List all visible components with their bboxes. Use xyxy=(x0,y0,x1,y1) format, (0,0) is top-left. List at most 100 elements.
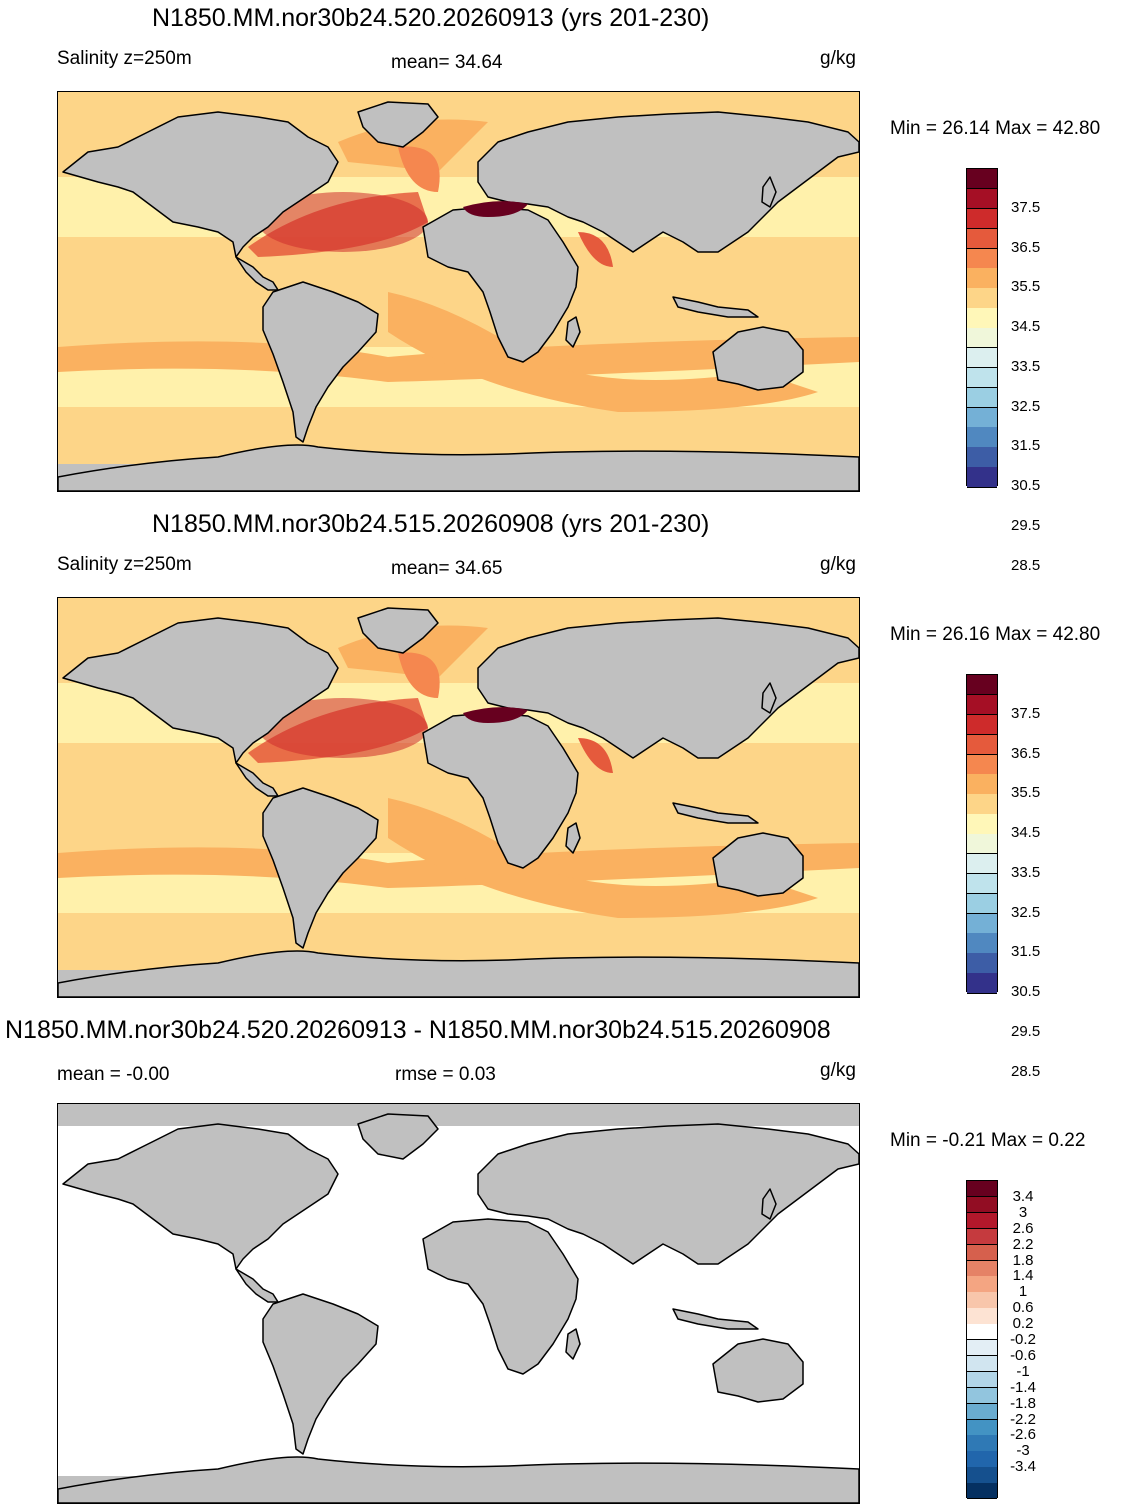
colorbar-swatch xyxy=(967,834,997,855)
colorbar-tick-label: 31.5 xyxy=(1011,943,1041,961)
colorbar-swatch xyxy=(967,1355,997,1373)
mediterranean-high-salinity xyxy=(463,201,528,217)
colorbar-swatch xyxy=(967,1196,997,1214)
colorbar-swatch xyxy=(967,1228,997,1246)
colorbar-tick-label: 31.5 xyxy=(1011,437,1041,455)
indonesia xyxy=(672,1308,759,1330)
south-america xyxy=(262,281,379,443)
colorbar-swatches xyxy=(966,674,998,994)
antarctica xyxy=(58,950,859,997)
colorbar-tick-label: 34.5 xyxy=(1011,318,1041,335)
colorbar-swatch xyxy=(967,308,997,329)
colorbar-tick-label: 1.4 xyxy=(1012,1267,1034,1285)
africa xyxy=(422,1218,579,1375)
north-america xyxy=(62,617,339,764)
colorbar-tick-label: -1 xyxy=(1016,1362,1030,1380)
colorbar-tick-label: 33.5 xyxy=(1011,357,1041,375)
mean-label: mean= 34.65 xyxy=(391,558,503,579)
min-max-label: Min = 26.14 Max = 42.80 xyxy=(890,118,1101,139)
south-america xyxy=(262,1293,379,1455)
colorbar-swatch xyxy=(967,933,997,954)
colorbar-swatch xyxy=(967,794,997,815)
colorbar-swatch xyxy=(967,367,997,389)
indonesia xyxy=(672,802,759,824)
colorbar-tick-label: 36.5 xyxy=(1011,238,1041,256)
colorbar-swatches xyxy=(966,1180,998,1500)
colorbar-tick-label: 35.5 xyxy=(1011,784,1041,802)
colorbar-tick-label: 3 xyxy=(1018,1203,1028,1221)
salinity-map xyxy=(57,91,860,492)
eurasia xyxy=(477,1123,859,1265)
colorbar-swatch xyxy=(967,873,997,895)
colorbar-tick-label: -2.6 xyxy=(1010,1426,1036,1444)
colorbar-swatch xyxy=(967,1276,997,1293)
colorbar-tick-label: 30.5 xyxy=(1011,983,1041,1000)
rmse-label: rmse = 0.03 xyxy=(395,1064,496,1085)
colorbar-tick-label: 37.5 xyxy=(1011,198,1041,216)
colorbar-swatch xyxy=(967,447,997,468)
panel-1: N1850.MM.nor30b24.520.20260913 (yrs 201-… xyxy=(0,0,1125,574)
colorbar-swatch xyxy=(967,913,997,934)
colorbar-tick-label: 29.5 xyxy=(1011,1022,1041,1040)
colorbar-swatches xyxy=(966,168,998,488)
colorbar-swatch xyxy=(967,288,997,309)
antarctica xyxy=(58,444,859,491)
japan xyxy=(761,176,777,208)
colorbar-swatch xyxy=(967,1212,997,1230)
colorbar-tick-label: 0.2 xyxy=(1012,1315,1034,1333)
colorbar-swatch xyxy=(967,427,997,448)
salinity-map xyxy=(57,597,860,998)
variable-label: Salinity z=250m xyxy=(57,554,192,575)
colorbar-tick-label: 30.5 xyxy=(1011,477,1041,494)
colorbar-tick-label: 33.5 xyxy=(1011,863,1041,881)
variable-label: Salinity z=250m xyxy=(57,48,192,69)
madagascar xyxy=(565,822,581,854)
australia xyxy=(712,1338,804,1403)
colorbar-swatch xyxy=(967,814,997,835)
colorbar-tick-label: 32.5 xyxy=(1011,903,1041,921)
colorbar-swatch xyxy=(967,1260,997,1277)
colorbar-swatch xyxy=(967,1403,997,1420)
colorbar-tick-label: -3.4 xyxy=(1010,1458,1036,1476)
colorbar-swatch xyxy=(967,734,997,755)
colorbar-tick-label: -0.2 xyxy=(1010,1331,1036,1348)
colorbar-tick-label: 28.5 xyxy=(1011,556,1041,574)
antarctica xyxy=(58,1456,859,1503)
panel-title: N1850.MM.nor30b24.520.20260913 - N1850.M… xyxy=(5,1016,831,1044)
colorbar-tick-label: 37.5 xyxy=(1011,704,1041,722)
colorbar-tick-label: -0.6 xyxy=(1010,1346,1036,1364)
colorbar-tick-label: -1.8 xyxy=(1010,1394,1036,1412)
africa xyxy=(422,206,579,363)
greenland xyxy=(357,1113,439,1160)
map-canvas xyxy=(58,92,859,491)
colorbar-swatch xyxy=(967,208,997,230)
greenland xyxy=(357,101,439,148)
colorbar-swatch xyxy=(967,188,997,210)
colorbar-swatch xyxy=(967,714,997,736)
indonesia xyxy=(672,296,759,318)
colorbar-tick-label: 3.4 xyxy=(1012,1187,1034,1205)
difference-map xyxy=(57,1103,860,1504)
colorbar-swatch xyxy=(967,774,997,795)
colorbar-swatch xyxy=(967,1371,997,1389)
colorbar-swatch xyxy=(967,1292,997,1309)
colorbar-tick-label: 36.5 xyxy=(1011,744,1041,762)
greenland xyxy=(357,607,439,654)
min-max-label: Min = -0.21 Max = 0.22 xyxy=(890,1130,1086,1151)
colorbar-tick-label: 1 xyxy=(1018,1283,1028,1301)
colorbar-tick-label: 34.5 xyxy=(1011,824,1041,841)
min-max-label: Min = 26.16 Max = 42.80 xyxy=(890,624,1101,645)
colorbar-swatch xyxy=(967,1324,997,1341)
colorbar-swatch xyxy=(967,1308,997,1325)
colorbar-swatch xyxy=(967,1467,997,1484)
colorbar-swatch xyxy=(967,1340,997,1357)
africa xyxy=(422,712,579,869)
north-america xyxy=(62,111,339,258)
colorbar-swatch xyxy=(967,1451,997,1468)
eurasia xyxy=(477,617,859,759)
units-label: g/kg xyxy=(820,554,856,575)
units-label: g/kg xyxy=(820,48,856,69)
colorbar-swatch xyxy=(967,387,997,408)
mean-label: mean= 34.64 xyxy=(391,52,503,73)
colorbar-swatch xyxy=(967,1419,997,1436)
